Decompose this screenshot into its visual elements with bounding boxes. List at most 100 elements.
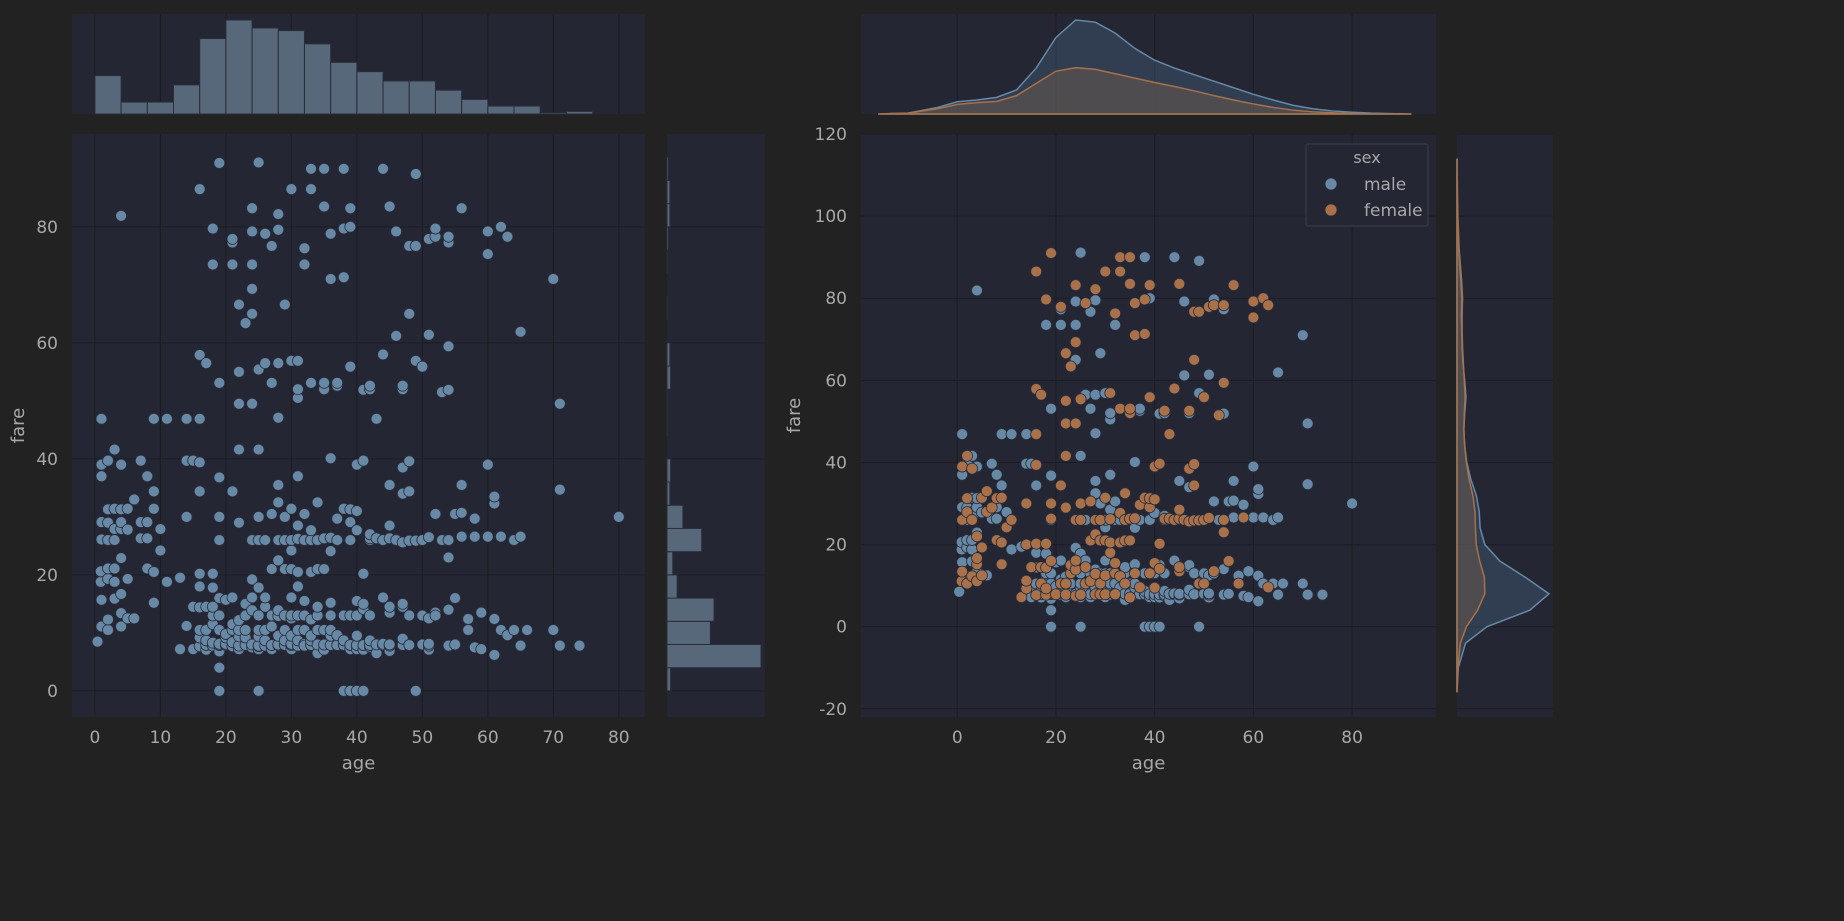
left-scatter-point — [442, 230, 455, 243]
right-scatter-point-female — [1069, 279, 1082, 291]
left-right-hist-bar — [666, 365, 672, 390]
left-scatter-point — [252, 443, 265, 456]
right-scatter-point-female — [1129, 329, 1141, 342]
right-scatter-point-female — [1084, 495, 1097, 508]
right-scatter-point-male — [1346, 497, 1358, 510]
right-scatter-point-female — [961, 449, 974, 462]
left-scatter-point — [233, 365, 245, 378]
right-x-tick-label: 80 — [1341, 728, 1363, 748]
left-right-hist-bar — [666, 295, 669, 321]
left-scatter-point — [292, 566, 304, 578]
right-scatter-point-female — [1247, 311, 1260, 324]
right-scatter-point-male — [995, 428, 1008, 441]
right-scatter-point-male — [1094, 347, 1107, 360]
right-scatter-point-female — [971, 530, 983, 543]
left-scatter-point — [442, 340, 455, 353]
left-scatter-point — [147, 566, 160, 578]
left-scatter-point — [102, 624, 114, 636]
right-scatter-point-female — [1262, 581, 1275, 594]
right-scatter-point-male — [1296, 329, 1309, 342]
left-scatter-point — [246, 225, 258, 238]
right-scatter-point-female — [1124, 402, 1136, 415]
right-scatter-point-female — [1099, 491, 1112, 504]
left-scatter-point — [206, 258, 219, 271]
left-scatter-point — [416, 360, 429, 373]
legend-box — [1305, 143, 1429, 227]
right-right-kde-female — [1456, 158, 1486, 693]
left-top-hist-bar — [461, 98, 489, 115]
right-scatter-point-male — [1138, 251, 1151, 264]
left-scatter-point — [449, 592, 461, 604]
left-scatter-point — [121, 573, 134, 585]
left-scatter-point — [200, 357, 213, 370]
left-scatter-point — [403, 609, 416, 622]
left-scatter-point — [305, 376, 317, 389]
left-scatter-point — [377, 591, 389, 604]
right-x-tick-label: 0 — [952, 728, 963, 748]
left-scatter-point — [108, 534, 121, 546]
right-scatter-point-female — [1124, 251, 1136, 264]
right-scatter-point-female — [1148, 493, 1161, 506]
right-scatter-point-female — [1069, 554, 1082, 567]
left-scatter-point — [318, 162, 331, 175]
right-scatter-point-female — [1173, 503, 1186, 516]
right-scatter-point-female — [995, 558, 1008, 571]
left-scatter-point — [272, 554, 285, 567]
left-scatter-point — [272, 208, 285, 220]
left-scatter-point — [350, 505, 363, 517]
left-scatter-point — [475, 606, 488, 619]
left-scatter-point — [442, 551, 455, 564]
left-scatter-point — [292, 470, 304, 483]
left-scatter-point — [521, 624, 534, 636]
right-y-tick-label: 40 — [825, 453, 847, 473]
left-scatter-point — [213, 376, 226, 389]
right-scatter-point-female — [1168, 382, 1181, 395]
left-top-hist-bar — [513, 105, 541, 115]
right-scatter-point-female — [1237, 511, 1250, 524]
right-scatter-point-female — [1148, 581, 1161, 594]
right-y-tick-label: -20 — [819, 700, 847, 720]
right-scatter-point-male — [1089, 294, 1102, 307]
left-scatter-point — [409, 240, 422, 252]
left-scatter-point — [206, 600, 219, 613]
right-y-tick-label: 100 — [815, 207, 847, 227]
right-scatter-point-male — [1203, 587, 1215, 600]
left-top-hist-bar — [539, 112, 567, 115]
right-scatter-point-female — [966, 514, 978, 526]
left-scatter-point — [344, 534, 357, 546]
left-scatter-point — [193, 412, 206, 425]
left-right-hist-bar — [666, 527, 703, 553]
right-scatter-point-female — [1188, 479, 1201, 492]
left-scatter-point — [226, 591, 239, 604]
left-scatter-point — [481, 458, 494, 471]
right-scatter-point-female — [956, 460, 969, 473]
right-scatter-point-female — [1104, 536, 1117, 549]
left-right-hist-bar — [666, 481, 671, 506]
right-x-tick-label: 60 — [1243, 728, 1265, 748]
left-scatter-point — [442, 383, 455, 396]
right-scatter-point-female — [1138, 328, 1151, 340]
left-scatter-point — [265, 376, 278, 389]
right-scatter-point-female — [1030, 537, 1043, 550]
right-scatter-point-female — [1114, 402, 1127, 415]
left-scatter-point — [95, 412, 108, 425]
right-scatter-point-male — [1074, 620, 1087, 633]
left-scatter-point — [481, 248, 494, 260]
left-scatter-point — [292, 519, 304, 532]
right-scatter-point-male — [1173, 587, 1186, 600]
left-scatter-point — [206, 222, 219, 235]
right-x-tick-label: 20 — [1045, 728, 1067, 748]
left-scatter-point — [252, 510, 265, 523]
right-scatter-point-female — [1040, 293, 1052, 306]
left-scatter-point — [331, 512, 344, 525]
right-scatter-point-female — [1173, 561, 1186, 574]
left-scatter-point — [213, 534, 226, 546]
left-scatter-point — [514, 639, 527, 652]
left-scatter-point — [174, 571, 186, 584]
left-scatter-point — [495, 530, 507, 543]
right-scatter-point-female — [1114, 251, 1127, 264]
left-scatter-point — [442, 534, 455, 546]
left-top-hist-bar — [120, 101, 148, 115]
right-scatter-point-female — [1173, 277, 1186, 290]
right-scatter-point-male — [953, 585, 966, 598]
